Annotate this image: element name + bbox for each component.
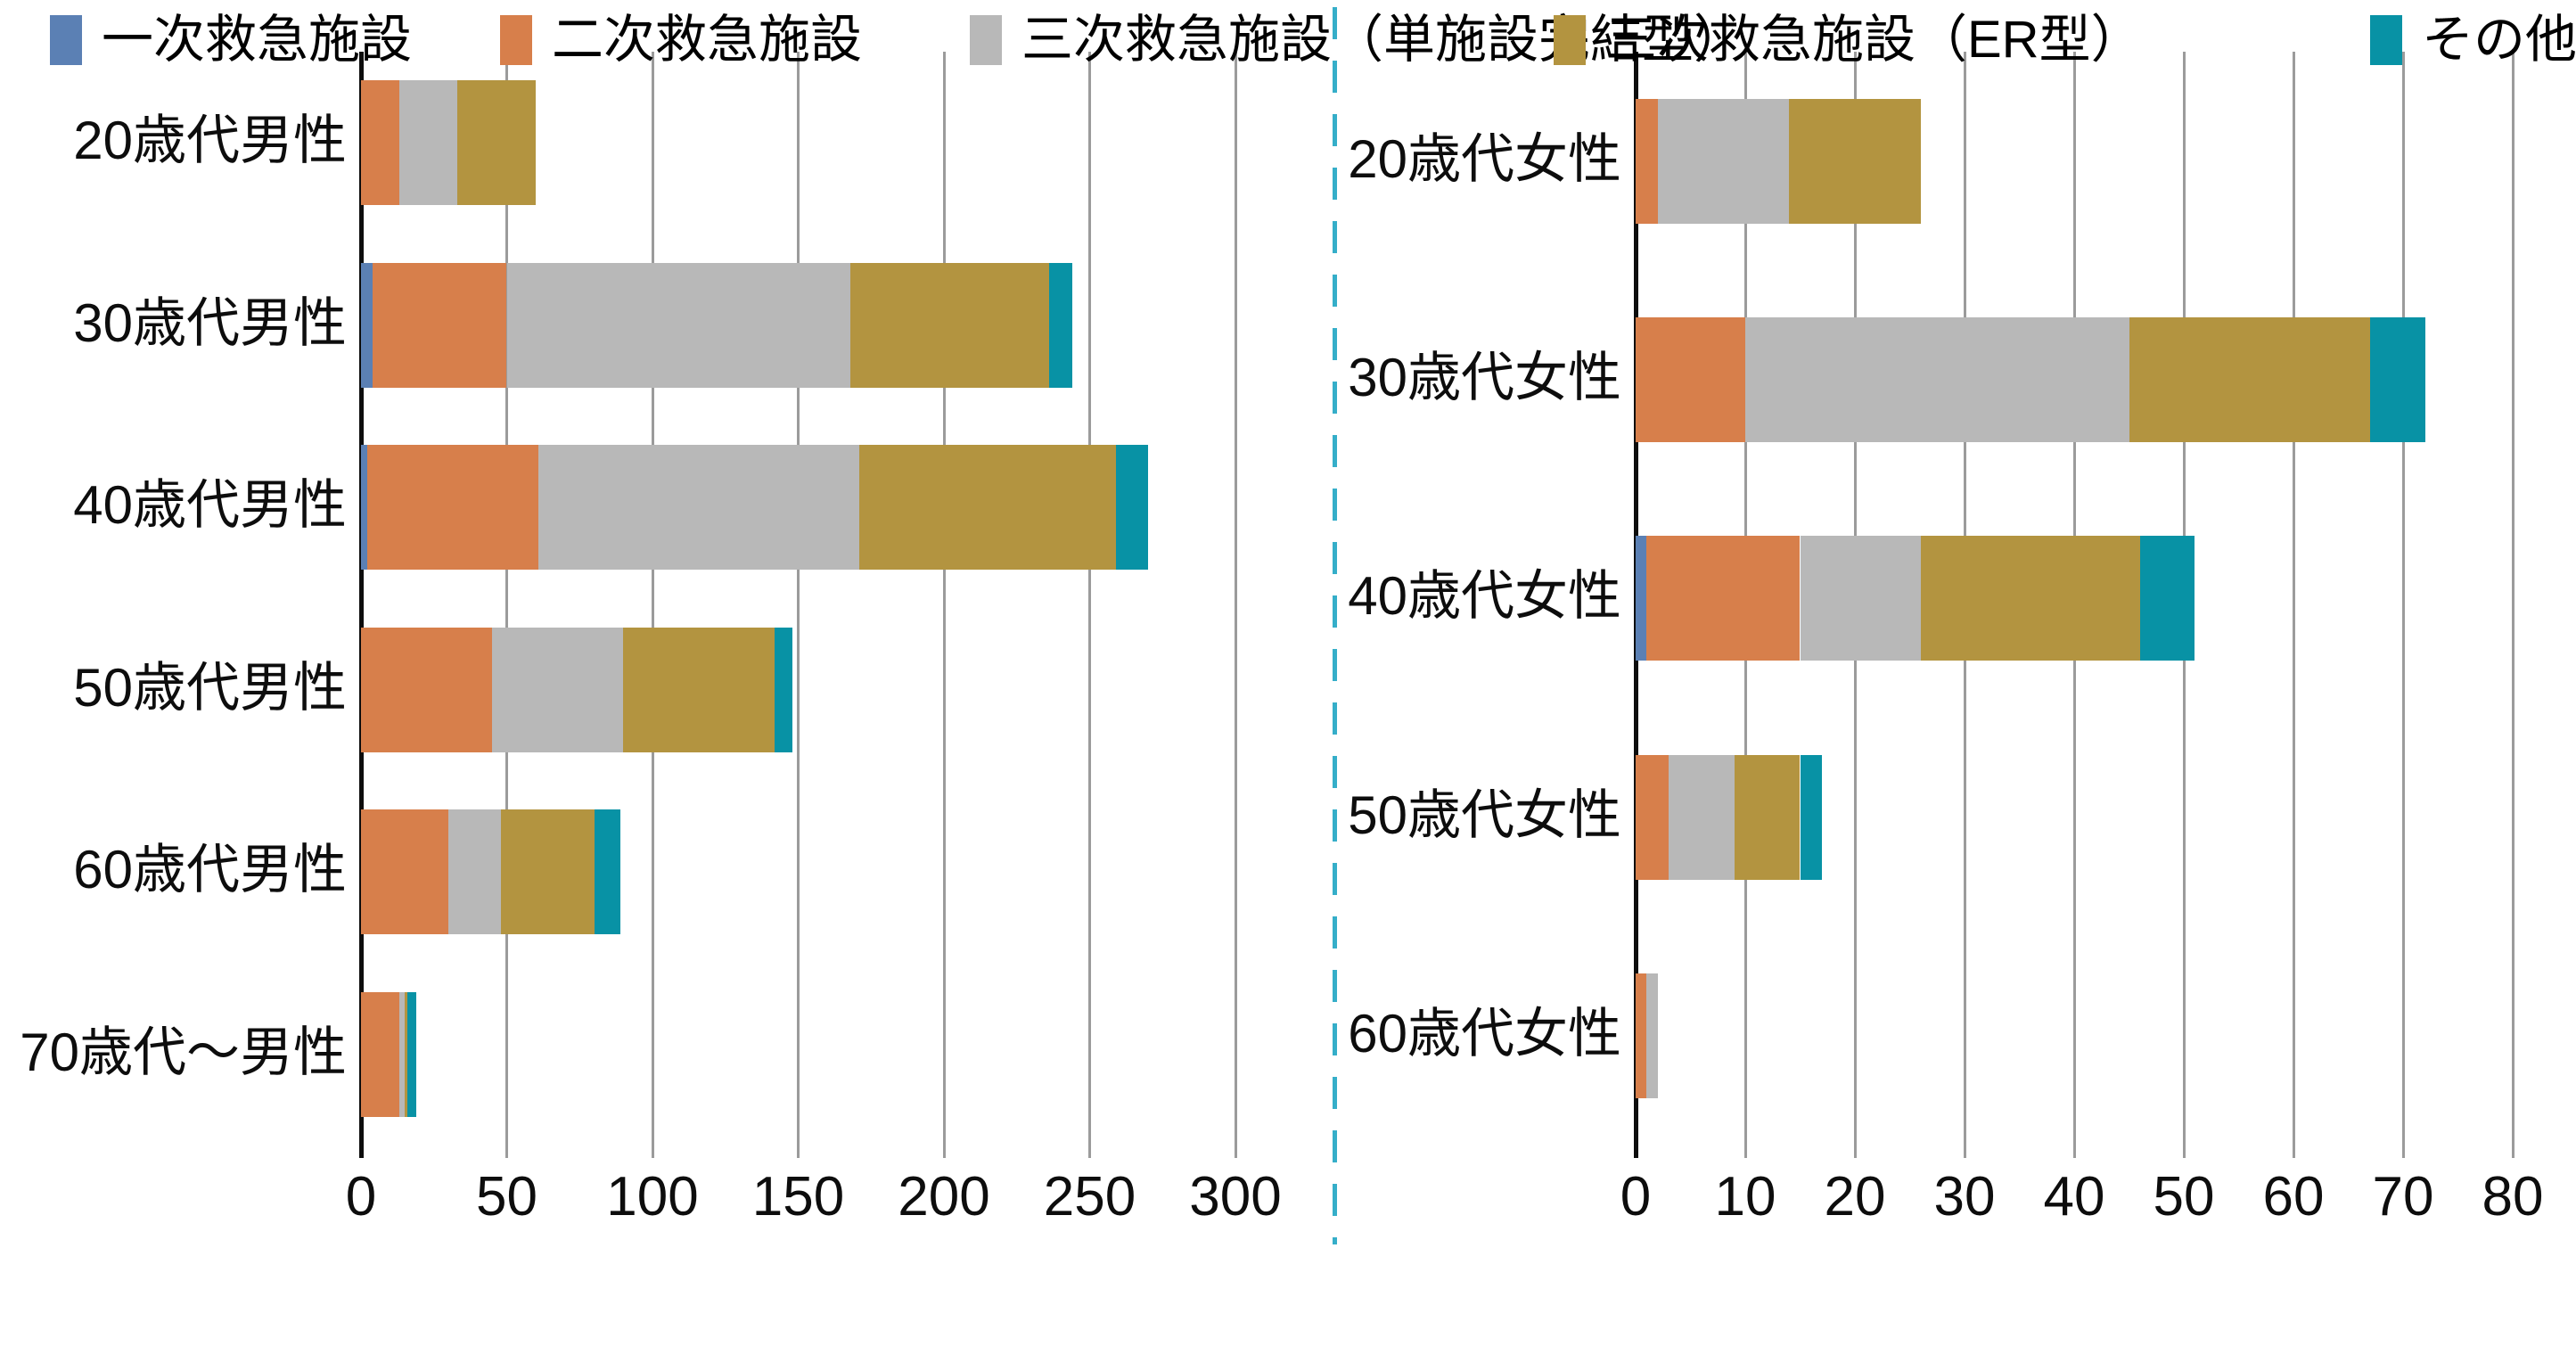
category-label: 20歳代男性	[73, 111, 347, 170]
bar-segment	[398, 992, 406, 1117]
x-tick-label: 250	[1043, 1166, 1136, 1228]
category-label: 60歳代男性	[73, 840, 347, 899]
bar-segment	[775, 628, 792, 752]
bar-segment	[1646, 536, 1801, 661]
x-tick-label: 10	[1714, 1166, 1776, 1228]
x-tick-label: 150	[751, 1166, 845, 1228]
x-tick-label: 80	[2482, 1166, 2544, 1228]
x-tick-label: 20	[1824, 1166, 1886, 1228]
category-label: 40歳代男性	[73, 475, 347, 535]
bar-segment	[1789, 99, 1921, 224]
bar-segment	[1657, 99, 1790, 224]
bar-segment	[1668, 755, 1735, 880]
bar-segment	[1115, 445, 1148, 570]
legend-color-marker	[1554, 15, 1586, 65]
bar-segment	[407, 992, 417, 1117]
x-tick-label: 100	[606, 1166, 699, 1228]
legend-color-marker	[500, 15, 532, 65]
bar-segment	[1636, 99, 1658, 224]
category-label: 50歳代女性	[1348, 785, 1621, 845]
legend-item: その他	[2370, 0, 2576, 80]
x-tick-label: 0	[1620, 1166, 1652, 1228]
bar-segment	[1636, 755, 1669, 880]
bar-segment	[361, 628, 493, 752]
bar-segment	[373, 263, 507, 388]
legend-item: 三次救急施設（ER型）	[1554, 0, 2143, 80]
bar-segment	[2139, 536, 2195, 661]
bar-segment	[1734, 755, 1801, 880]
category-label: 30歳代男性	[73, 293, 347, 353]
x-gridline	[651, 52, 654, 1158]
bar-segment	[859, 445, 1116, 570]
bar-segment	[2129, 317, 2371, 442]
bar-segment	[850, 263, 1049, 388]
category-label: 20歳代女性	[1348, 129, 1621, 189]
x-tick-label: 40	[2043, 1166, 2105, 1228]
category-label: 60歳代女性	[1348, 1004, 1621, 1063]
bar-segment	[1646, 973, 1658, 1098]
category-label: 70歳代～男性	[20, 1022, 347, 1082]
legend-item: 一次救急施設	[50, 0, 412, 80]
bar-segment	[361, 445, 367, 570]
bar-segment	[506, 263, 851, 388]
x-tick-label: 60	[2262, 1166, 2325, 1228]
x-tick-label: 200	[898, 1166, 990, 1228]
x-gridline	[942, 52, 946, 1158]
bar-segment	[1800, 755, 1823, 880]
legend-label: 二次救急施設	[552, 11, 863, 69]
x-tick-label: 30	[1933, 1166, 1996, 1228]
y-axis-line	[358, 52, 364, 1158]
bar-segment	[623, 628, 775, 752]
category-label: 40歳代女性	[1348, 566, 1621, 626]
x-gridline	[1234, 52, 1237, 1158]
x-tick-label: 70	[2372, 1166, 2434, 1228]
bar-segment	[1636, 317, 1745, 442]
bar-segment	[1800, 536, 1921, 661]
x-tick-label: 300	[1189, 1166, 1282, 1228]
bar-segment	[361, 263, 373, 388]
bar-segment	[2370, 317, 2425, 442]
bar-segment	[398, 80, 457, 205]
legend-color-marker	[2370, 15, 2402, 65]
chart-separator-dashed-line	[1333, 7, 1337, 1244]
x-gridline	[797, 52, 800, 1158]
x-gridline	[1088, 52, 1091, 1158]
legend-color-marker	[970, 15, 1002, 65]
legend-label: 三次救急施設（単施設完結型）	[1021, 11, 1746, 69]
bar-segment	[361, 809, 449, 934]
bar-segment	[1636, 536, 1647, 661]
bar-segment	[448, 809, 501, 934]
legend-label: その他	[2422, 11, 2576, 69]
bar-segment	[538, 445, 860, 570]
x-gridline	[2401, 52, 2405, 1158]
legend-label: 三次救急施設（ER型）	[1605, 11, 2143, 69]
bar-segment	[594, 809, 621, 934]
x-gridline	[2511, 52, 2514, 1158]
bar-segment	[361, 992, 399, 1117]
x-tick-label: 0	[345, 1166, 377, 1228]
legend: 一次救急施設 二次救急施設 三次救急施設（単施設完結型） 三次救急施設（ER型） その他	[0, 0, 2576, 80]
x-tick-label: 50	[476, 1166, 537, 1228]
bar-segment	[1048, 263, 1072, 388]
category-label: 30歳代女性	[1348, 348, 1621, 407]
bar-segment	[1636, 973, 1647, 1098]
bar-segment	[1920, 536, 2140, 661]
x-gridline	[2292, 52, 2295, 1158]
legend-color-marker	[50, 15, 82, 65]
bar-segment	[405, 992, 408, 1117]
category-label: 50歳代男性	[73, 658, 347, 718]
legend-label: 一次救急施設	[102, 11, 413, 69]
x-gridline	[505, 52, 508, 1158]
legend-item: 二次救急施設	[500, 0, 862, 80]
legend-item: 三次救急施設（単施設完結型）	[970, 0, 1745, 80]
x-tick-label: 50	[2153, 1166, 2215, 1228]
bar-segment	[492, 628, 624, 752]
bar-segment	[456, 80, 537, 205]
bar-segment	[500, 809, 595, 934]
bar-segment	[366, 445, 539, 570]
bar-segment	[361, 80, 399, 205]
bar-segment	[1745, 317, 2129, 442]
